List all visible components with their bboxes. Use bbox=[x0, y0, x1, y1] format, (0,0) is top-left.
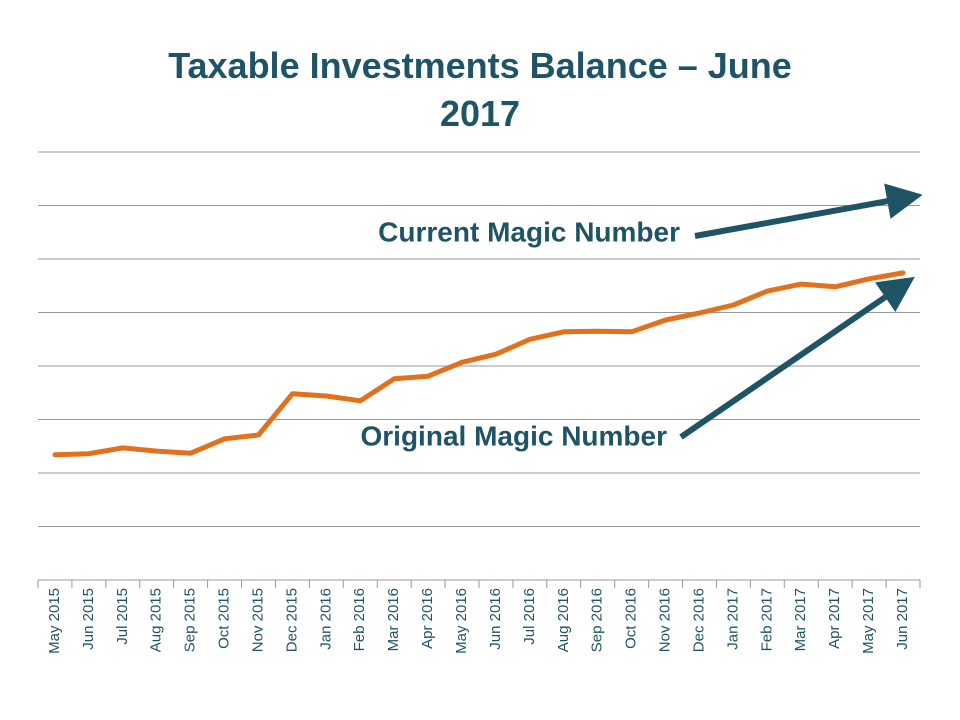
x-tick-label: Nov 2016 bbox=[657, 588, 674, 652]
x-tick-label: Jan 2017 bbox=[724, 588, 741, 650]
x-tick-label: Dec 2016 bbox=[690, 588, 707, 652]
x-tick-label: Apr 2016 bbox=[419, 588, 436, 649]
x-tick-label: Sep 2016 bbox=[589, 588, 606, 652]
chart-title: Taxable Investments Balance – June 2017 bbox=[168, 45, 792, 134]
data-line bbox=[52, 270, 906, 458]
x-tick-label: Jul 2016 bbox=[521, 588, 538, 645]
x-tick-label: Jul 2015 bbox=[114, 588, 131, 645]
x-tick-label: Jun 2017 bbox=[894, 588, 911, 650]
arrow bbox=[694, 183, 923, 239]
x-tick-label: Feb 2017 bbox=[758, 588, 775, 651]
x-tick-label: Mar 2016 bbox=[385, 588, 402, 651]
x-tick-label: Oct 2016 bbox=[623, 588, 640, 649]
x-tick-label: Jan 2016 bbox=[317, 588, 334, 650]
x-tick-label: Jun 2015 bbox=[80, 588, 97, 650]
x-tick-label: May 2017 bbox=[860, 588, 877, 654]
x-tick-label: Aug 2015 bbox=[148, 588, 165, 652]
x-tick-label: May 2015 bbox=[46, 588, 63, 654]
x-tick-label: May 2016 bbox=[453, 588, 470, 654]
x-tick-label: Jun 2016 bbox=[487, 588, 504, 650]
x-tick-label: Apr 2017 bbox=[826, 588, 843, 649]
x-tick-label: Feb 2016 bbox=[351, 588, 368, 651]
x-tick-label: Dec 2015 bbox=[283, 588, 300, 652]
annotation: Current Magic Number bbox=[378, 216, 680, 247]
annotation: Original Magic Number bbox=[361, 420, 668, 451]
arrow bbox=[679, 276, 915, 440]
x-tick-label: Aug 2016 bbox=[555, 588, 572, 652]
x-tick-label: Nov 2015 bbox=[249, 588, 266, 652]
x-tick-label: Mar 2017 bbox=[792, 588, 809, 651]
x-tick-label: Oct 2015 bbox=[216, 588, 233, 649]
x-tick-label: Sep 2015 bbox=[182, 588, 199, 652]
